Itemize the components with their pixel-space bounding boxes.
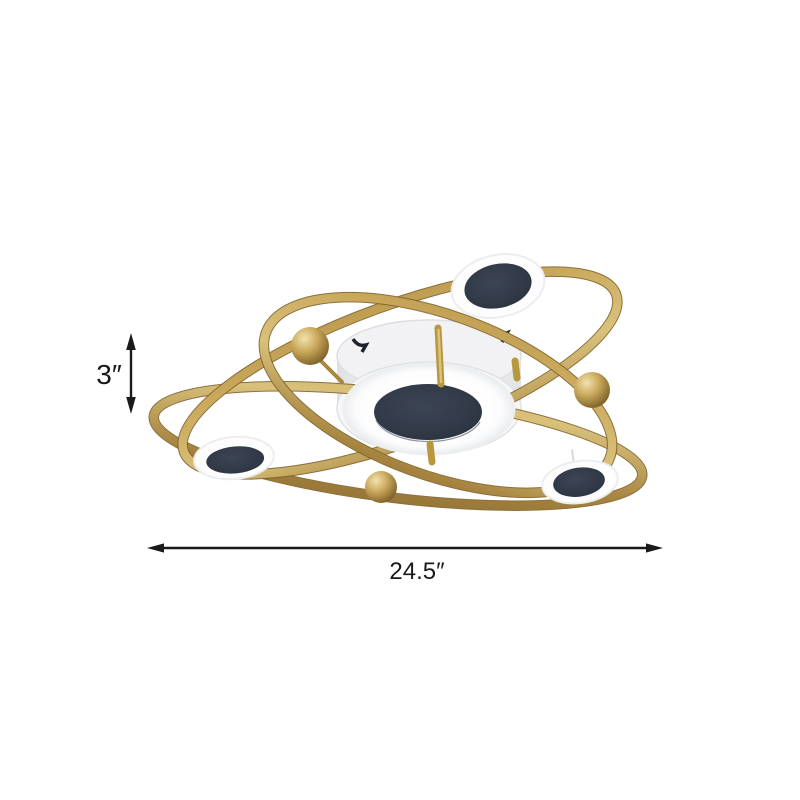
disc-light-right [541, 459, 619, 505]
rod-right [511, 357, 521, 382]
led-disc-center [374, 384, 482, 440]
width-dimension-label: 24.5″ [389, 558, 445, 585]
disc-light-left [193, 435, 275, 481]
height-dimension-label: 3″ [96, 359, 122, 390]
orbit-ring-tilt-left [259, 292, 617, 498]
arrow-down-icon [126, 397, 136, 414]
width-dimension: 24.5″ [147, 543, 663, 585]
central-led [342, 362, 516, 456]
arrow-right-icon [646, 543, 663, 553]
arrow-left-icon [147, 543, 164, 553]
disc-shade [206, 446, 265, 474]
connector-ball [574, 372, 610, 408]
arrow-up-icon [126, 333, 136, 350]
rod-top-highlight [437, 328, 443, 384]
connector-ball [365, 471, 397, 503]
disc-lights [193, 253, 619, 505]
disc-shade [553, 467, 605, 497]
lamp-fixture [148, 253, 648, 511]
led-disc-rim-highlight [375, 419, 481, 443]
connector-ball [291, 327, 329, 365]
disc-light-top [450, 253, 546, 319]
rod-bottom [426, 440, 436, 466]
mounting-clip-icon [351, 338, 370, 353]
height-dimension: 3″ [96, 333, 136, 414]
disc-shade [464, 263, 532, 309]
connector-balls [291, 327, 610, 503]
